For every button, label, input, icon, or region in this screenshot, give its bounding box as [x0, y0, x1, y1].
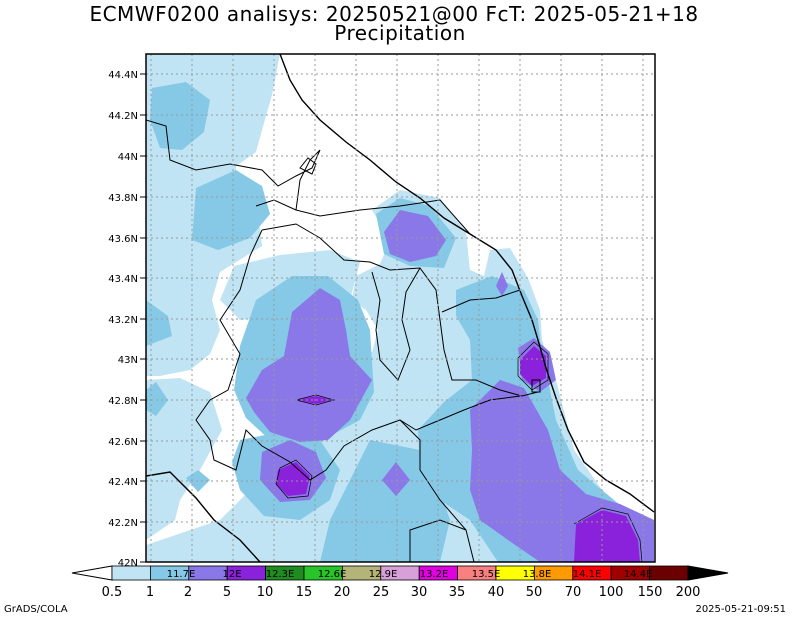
cbar-value-0.5: 0.5 — [102, 585, 123, 600]
footer-right: 2025-05-21-09:51 — [695, 604, 786, 615]
cbar-value-150: 150 — [638, 585, 663, 600]
contour-lines — [275, 341, 643, 562]
colorbar-box-14 — [649, 565, 689, 581]
cbar-value-10: 10 — [257, 585, 274, 600]
x-label-14.1e: 14.1E — [573, 569, 602, 580]
x-label-11.7e: 11.7E — [167, 569, 196, 580]
cbar-value-5: 5 — [223, 585, 231, 600]
colorbar-left-arrow — [71, 565, 113, 581]
y-label-43.6n: 43.6N — [108, 234, 138, 245]
y-axis-labels: 44.4N 44.2N 44N 43.8N 43.6N 43.4N 43.2N … — [108, 70, 138, 569]
y-label-44.2n: 44.2N — [108, 111, 138, 122]
x-label-13.2e: 13.2E — [420, 569, 449, 580]
x-label-12.9e: 12.9E — [369, 569, 398, 580]
cbar-value-200: 200 — [676, 585, 701, 600]
cbar-value-2: 2 — [184, 585, 192, 600]
x-axis-labels: 11.7E 12E 12.3E 12.6E 12.9E 13.2E 13.5E … — [167, 569, 653, 580]
y-axis-ticks — [140, 73, 146, 563]
x-label-12e: 12E — [222, 569, 241, 580]
colorbar-right-arrow — [687, 565, 729, 581]
cbar-value-30: 30 — [411, 585, 428, 600]
cbar-value-70: 70 — [565, 585, 582, 600]
cbar-value-1: 1 — [146, 585, 154, 600]
plot-frame — [145, 53, 656, 563]
y-label-42.4n: 42.4N — [108, 477, 138, 488]
cbar-value-40: 40 — [488, 585, 505, 600]
colorbar — [71, 565, 729, 581]
y-label-44n: 44N — [118, 152, 138, 163]
y-label-44.4n: 44.4N — [108, 70, 138, 81]
y-label-42n: 42N — [118, 558, 138, 569]
x-label-12.6e: 12.6E — [318, 569, 347, 580]
cbar-value-50: 50 — [526, 585, 543, 600]
colorbar-values: 0.5 1 2 5 10 15 20 25 30 35 40 50 70 100… — [102, 585, 701, 600]
x-label-13.8e: 13.8E — [523, 569, 552, 580]
y-label-43.2n: 43.2N — [108, 315, 138, 326]
x-label-12.3e: 12.3E — [266, 569, 295, 580]
y-label-43.4n: 43.4N — [108, 274, 138, 285]
title-line-2: Precipitation — [334, 21, 466, 45]
x-label-13.5e: 13.5E — [472, 569, 501, 580]
y-label-43.8n: 43.8N — [108, 193, 138, 204]
y-label-42.6n: 42.6N — [108, 437, 138, 448]
cbar-value-35: 35 — [449, 585, 466, 600]
cbar-value-100: 100 — [599, 585, 624, 600]
colorbar-box-0 — [111, 565, 151, 581]
y-label-43n: 43N — [118, 355, 138, 366]
cbar-value-15: 15 — [296, 585, 313, 600]
y-label-42.2n: 42.2N — [108, 518, 138, 529]
coastline — [279, 54, 655, 513]
title-line-1: ECMWF0200 analisys: 20250521@00 FcT: 202… — [89, 2, 699, 26]
x-label-14.4e: 14.4E — [624, 569, 653, 580]
cbar-value-25: 25 — [373, 585, 390, 600]
y-label-42.8n: 42.8N — [108, 396, 138, 407]
coastline-and-borders — [146, 54, 655, 562]
cbar-value-20: 20 — [334, 585, 351, 600]
colorbar-boxes — [111, 565, 689, 581]
west-coast — [146, 471, 261, 562]
footer-left: GrADS/COLA — [4, 604, 68, 615]
